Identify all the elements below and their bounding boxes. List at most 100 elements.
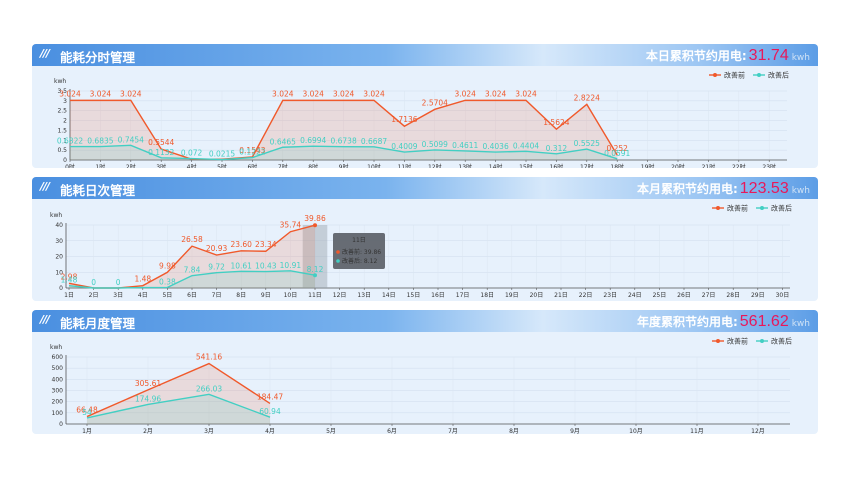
data-label: 0.1132 (148, 148, 174, 157)
data-label: 3.024 (333, 89, 355, 98)
tooltip-box (333, 233, 385, 269)
data-label: 0.252 (606, 144, 628, 153)
data-label: 0.6822 (57, 137, 83, 146)
legend-swatch-dot (716, 339, 720, 343)
x-tick-label: 5日 (162, 292, 172, 299)
legend-label: 改善后 (768, 71, 789, 80)
hourly-panel-header: /// 能耗分时管理 本日累积节约用电: 31.74 kwh (32, 44, 818, 66)
hourly-chart[interactable]: 0 0.5 1 1.5 2 2.5 3 3.5 kwh 0时 1时 2时 3时 4时 5时 6时 7时 8时 9时 1… (32, 44, 818, 169)
daily-panel-title: 能耗日次管理 (60, 183, 136, 198)
series-line-before (86, 362, 271, 418)
y-tick-label: 0 (59, 421, 63, 428)
monthly-savings-stat: 本月累积节约用电: 123.53 kwh (637, 178, 810, 198)
data-label: 0.6835 (87, 137, 113, 146)
tooltip-before-dot (336, 250, 340, 254)
x-tick-label: 2日 (89, 292, 99, 299)
series-area-before (69, 225, 315, 288)
legend-label: 改善前 (727, 204, 748, 213)
x-tick-label: 22日 (579, 292, 593, 299)
x-tick-label: 25日 (653, 292, 667, 299)
x-tick-label: 6时 (247, 163, 257, 168)
daily-savings-stat: 本日累积节约用电: 31.74 kwh (646, 45, 810, 65)
x-tick-label: 6日 (187, 292, 197, 299)
x-tick-label: 2月 (143, 428, 153, 434)
monthly-savings-value: 123.53 (739, 180, 789, 197)
x-tick-label: 12月 (751, 428, 765, 434)
data-label: 0.4611 (452, 141, 478, 150)
data-label: 8.12 (307, 265, 324, 274)
monthly-panel: /// 能耗月度管理 年度累积节约用电: 561.62 kwh 0 100 200 300… (32, 310, 818, 434)
data-label: 0.5099 (422, 140, 448, 149)
y-tick-label: 30 (55, 238, 63, 245)
daily-chart[interactable]: 0 10 20 30 40 kwh 1日 2日 3日 4日 5日 6日 7日 8日 9日 10日 11日 12日 1… (32, 177, 818, 301)
x-tick-label: 26日 (677, 292, 691, 299)
x-tick-label: 24日 (628, 292, 642, 299)
data-label: 20.93 (206, 244, 228, 253)
y-tick-label: 0 (59, 285, 63, 292)
y-tick-label: 0.5 (57, 147, 67, 154)
data-label: 0.1222 (239, 148, 265, 157)
x-tick-label: 14时 (489, 163, 503, 168)
tooltip-before-text: 改善前: 39.86 (342, 248, 381, 256)
data-label: 2.98 (61, 272, 78, 281)
y-tick-label: 500 (52, 365, 64, 372)
y-tick-label: 0 (63, 157, 67, 164)
data-label: 10.91 (280, 261, 302, 270)
y-tick-label: 200 (52, 399, 64, 406)
x-tick-label: 27日 (702, 292, 716, 299)
x-tick-label: 8时 (308, 163, 318, 168)
hourly-panel-title: 能耗分时管理 (60, 50, 136, 65)
yearly-savings-value: 561.62 (739, 313, 789, 330)
x-tick-label: 3时 (156, 163, 166, 168)
series-line-after (86, 393, 271, 419)
x-tick-label: 9月 (570, 428, 580, 434)
x-tick-label: 7时 (278, 163, 288, 168)
series-area-after (70, 145, 618, 160)
x-tick-label: 29日 (751, 292, 765, 299)
y-axis-label: kwh (50, 212, 62, 219)
x-tick-label: 12日 (333, 292, 347, 299)
data-label: 0.6687 (361, 137, 387, 146)
x-tick-label: 19时 (641, 163, 655, 168)
data-label: 0.5525 (574, 139, 600, 148)
x-tick-label: 23时 (762, 163, 776, 168)
data-label: 184.47 (257, 392, 283, 401)
monthly-savings-unit: kwh (791, 186, 810, 196)
data-label: 3.024 (363, 89, 385, 98)
data-label: 23.60 (230, 240, 252, 249)
data-label: 39.86 (304, 214, 326, 223)
data-label: 3.024 (485, 89, 507, 98)
x-tick-label: 14日 (382, 292, 396, 299)
data-label: 0 (91, 278, 96, 287)
data-label: 1.48 (61, 276, 78, 285)
x-tick-label: 23日 (603, 292, 617, 299)
x-tick-label: 19日 (505, 292, 519, 299)
x-tick-label: 17日 (456, 292, 470, 299)
monthly-chart[interactable]: 0 100 200 300 400 500 600 kwh 1月 2月 3月 4月 5月 6月 7月 8月 9月… (32, 310, 818, 435)
y-tick-label: 1.5 (57, 127, 67, 134)
hover-highlight-band (302, 225, 328, 288)
series-area-before (70, 100, 618, 160)
x-tick-label: 5月 (326, 428, 336, 434)
x-tick-label: 21日 (554, 292, 568, 299)
data-label: 541.16 (196, 353, 222, 362)
data-label: 0.1543 (239, 146, 265, 155)
x-tick-label: 5时 (217, 163, 227, 168)
monthly-panel-title: 能耗月度管理 (60, 316, 136, 331)
y-tick-label: 20 (55, 254, 63, 261)
x-tick-label: 16时 (550, 163, 564, 168)
x-tick-label: 1月 (82, 428, 92, 434)
data-label: 10.43 (255, 262, 277, 271)
data-label: 3.024 (90, 89, 112, 98)
data-label: 54 (82, 408, 92, 417)
hourly-panel: /// 能耗分时管理 本日累积节约用电: 31.74 kwh 0 0.5 1 1.5 2 2.… (32, 44, 818, 168)
data-label: 0.7454 (118, 135, 144, 144)
x-tick-label: 4月 (265, 428, 275, 434)
data-label: 0.6465 (270, 137, 296, 146)
x-tick-label: 13时 (458, 163, 472, 168)
data-point (313, 223, 317, 228)
series-line-before (70, 99, 618, 160)
y-tick-label: 400 (52, 376, 64, 383)
y-tick-label: 300 (52, 388, 64, 395)
x-tick-label: 8日 (236, 292, 246, 299)
